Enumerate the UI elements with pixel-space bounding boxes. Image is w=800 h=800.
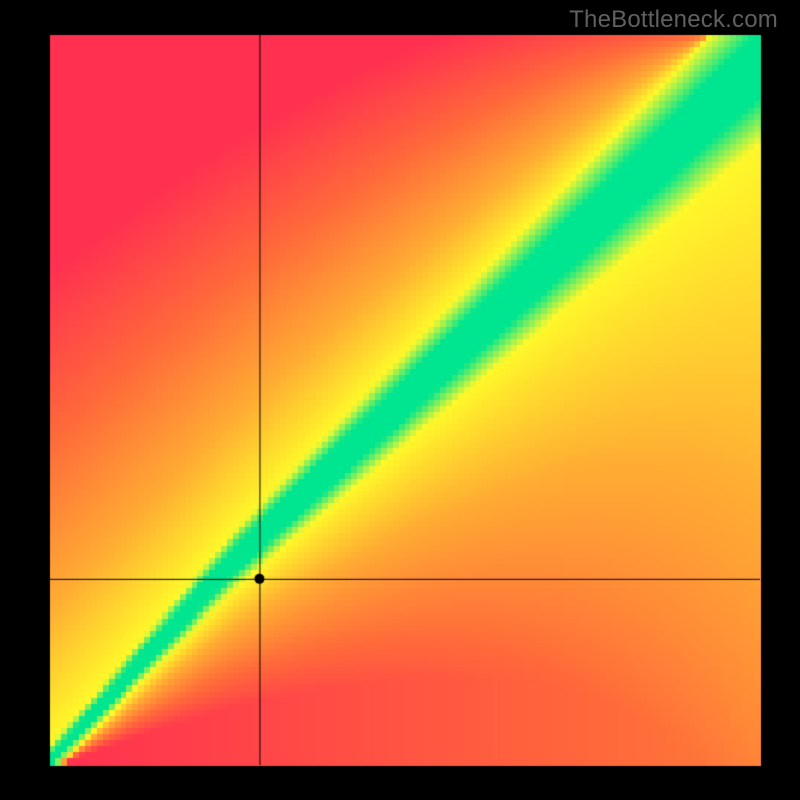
watermark-text: TheBottleneck.com	[569, 6, 778, 34]
chart-container: TheBottleneck.com	[0, 0, 800, 800]
bottleneck-heatmap	[0, 0, 800, 800]
